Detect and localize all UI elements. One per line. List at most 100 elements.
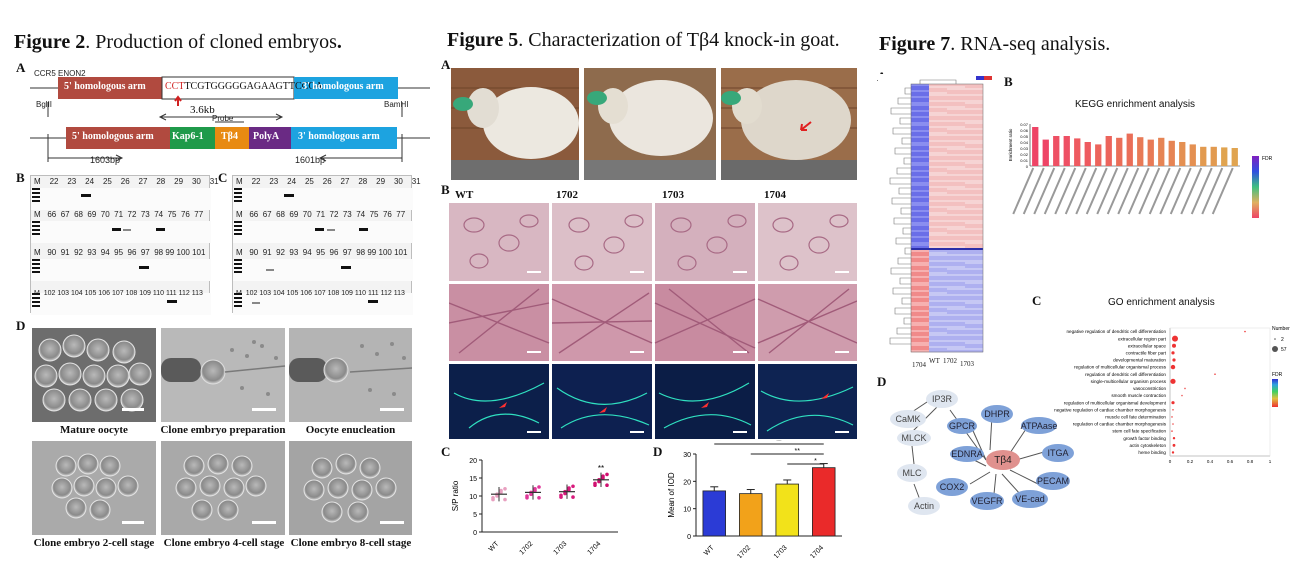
go-point <box>1172 335 1178 342</box>
heatmap-cell <box>965 300 983 303</box>
heatmap-cell <box>947 262 965 265</box>
heatmap-cell <box>947 164 965 167</box>
heatmap-cell <box>929 266 947 269</box>
heatmap-cell <box>965 132 983 135</box>
dendro-branch <box>904 247 911 255</box>
kegg-bar <box>1168 140 1175 166</box>
heatmap-cell <box>911 274 929 277</box>
heatmap-cell <box>911 228 929 231</box>
kegg-x-label-stroke <box>1022 167 1045 215</box>
oocyte-photos <box>32 328 412 535</box>
heatmap-cell <box>965 248 983 251</box>
heatmap-cell <box>947 282 965 285</box>
go-point <box>1171 416 1173 418</box>
heatmap-cell <box>965 256 983 259</box>
heatmap-cell <box>929 226 947 229</box>
heatmap-cell <box>965 130 983 133</box>
kegg-x-label-stroke <box>1043 167 1066 215</box>
heatmap-cell <box>929 84 947 87</box>
heatmap-cell <box>929 168 947 171</box>
bp-left-label: 1603bp <box>90 155 121 165</box>
heatmap-cell <box>911 338 929 341</box>
kegg-x-label-stroke <box>1148 167 1171 215</box>
c-y-tick-label: 10 <box>469 494 477 501</box>
heatmap-cell <box>911 212 929 215</box>
heatmap-cell <box>929 156 947 159</box>
heatmap-cell <box>929 248 947 251</box>
heatmap-cell <box>947 326 965 329</box>
heatmap-cell <box>965 296 983 299</box>
dendro-branch <box>902 227 911 235</box>
heatmap-cell <box>929 180 947 183</box>
heatmap-cell <box>911 174 929 177</box>
heatmap-cell <box>965 320 983 323</box>
fig5-panel-d-label: D <box>653 444 663 459</box>
kegg-bar <box>1063 136 1070 166</box>
heatmap-cell <box>911 296 929 299</box>
heatmap-cell <box>929 120 947 123</box>
heatmap-cell <box>929 132 947 135</box>
heatmap-cell <box>965 116 983 119</box>
c-point <box>537 496 541 500</box>
heatmap-cell <box>947 156 965 159</box>
heatmap-cell <box>947 250 965 253</box>
kegg-bar <box>1189 144 1196 166</box>
heatmap-cell <box>929 260 947 263</box>
heatmap-cell <box>965 88 983 91</box>
heatmap-col-1704: 1704 <box>912 361 926 369</box>
heatmap-cell <box>911 334 929 337</box>
heatmap-cell <box>965 142 983 145</box>
go-term-label: regulation of multicellular organismal d… <box>1064 400 1167 405</box>
heatmap-cell <box>947 266 965 269</box>
go-point <box>1184 387 1186 390</box>
d-x-tick-label: 1704 <box>809 544 825 558</box>
heatmap-cell <box>965 164 983 167</box>
go-x-tick-label: 0.8 <box>1247 459 1254 464</box>
heatmap-cell <box>911 248 929 251</box>
heatmap-cell <box>965 298 983 301</box>
heatmap-cell <box>965 94 983 97</box>
heatmap-cell <box>965 238 983 241</box>
kegg-y-tick-label: 0.03 <box>1020 146 1029 151</box>
kegg-fdr-bar <box>1252 156 1259 218</box>
node-gpcr: GPCR <box>947 418 977 434</box>
col-wt: WT <box>455 189 474 201</box>
heatmap-cell <box>965 92 983 95</box>
heatmap-cell <box>965 310 983 313</box>
heatmap-cell <box>911 216 929 219</box>
dendro-branch <box>892 287 911 295</box>
heatmap-cell <box>929 130 947 133</box>
heatmap-cell <box>947 108 965 111</box>
heatmap-cell <box>929 158 947 161</box>
c-point <box>601 474 605 478</box>
heatmap-cell <box>947 200 965 203</box>
heatmap-cell <box>911 254 929 257</box>
kegg-x-label-stroke <box>1033 167 1056 215</box>
heatmap-cell <box>947 216 965 219</box>
heatmap-cell <box>911 324 929 327</box>
heatmap-cell <box>911 96 929 99</box>
d-y-tick-label: 20 <box>683 479 691 486</box>
heatmap-cell <box>929 94 947 97</box>
heatmap-cell <box>911 138 929 141</box>
kegg-x-label-stroke <box>1190 167 1213 215</box>
heatmap-cell <box>911 272 929 275</box>
heatmap-cell <box>947 238 965 241</box>
kegg-x-label-stroke <box>1127 167 1150 215</box>
go-size-legend-small-label: 2 <box>1281 337 1284 343</box>
heatmap-cell <box>929 216 947 219</box>
probe-label: Probe <box>212 114 234 123</box>
heatmap-col-1702: 1702 <box>943 357 957 365</box>
heatmap-cell <box>947 244 965 247</box>
heatmap-cell <box>947 176 965 179</box>
heatmap-cell <box>947 334 965 337</box>
heatmap-cell <box>947 124 965 127</box>
heatmap-cell <box>965 136 983 139</box>
node-vecad: VE-cad <box>1012 490 1048 508</box>
heatmap-cell <box>965 90 983 93</box>
heatmap-cell <box>929 224 947 227</box>
kegg-bar <box>1126 133 1133 166</box>
heatmap-cell <box>947 170 965 173</box>
fig5-panel-c-label: C <box>441 444 451 459</box>
heatmap-cell <box>965 212 983 215</box>
